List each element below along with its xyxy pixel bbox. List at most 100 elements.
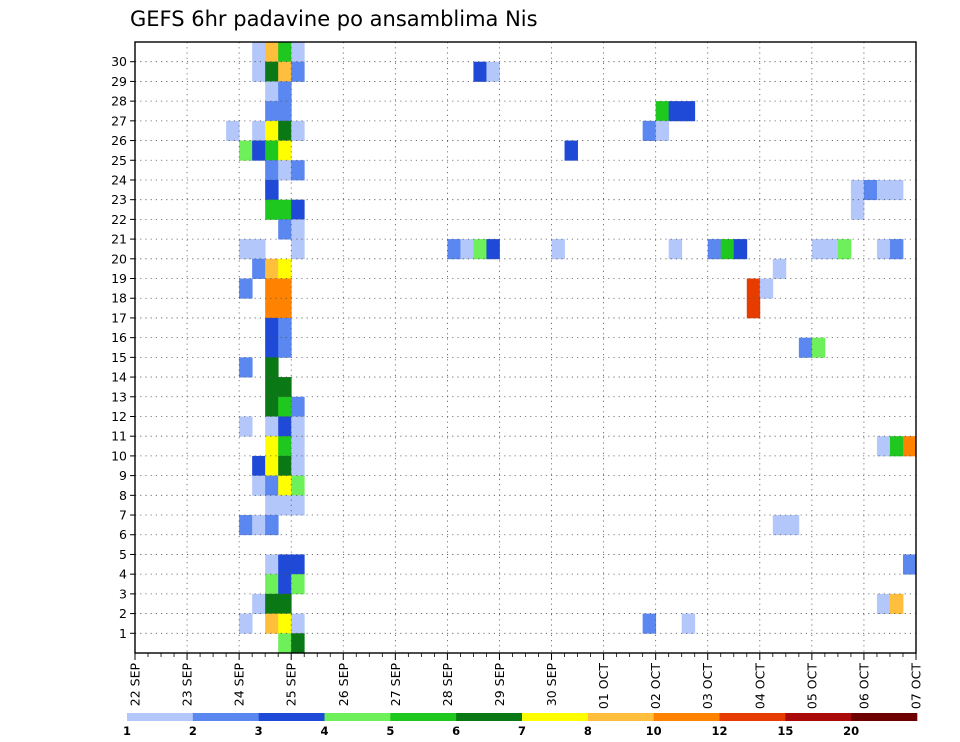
heatmap-cell	[265, 495, 279, 516]
heatmap-cell	[278, 495, 292, 516]
heatmap-cell	[850, 179, 865, 201]
colorbar-label: 2	[189, 724, 197, 738]
heatmap-cell	[239, 515, 253, 536]
heatmap-cell	[252, 42, 266, 63]
y-tick-label: 9	[119, 468, 127, 483]
colorbar-label: 3	[255, 724, 263, 738]
heatmap-cell	[785, 515, 800, 536]
y-tick-label: 25	[111, 153, 127, 168]
y-tick-label: 6	[119, 527, 127, 542]
heatmap-cell	[278, 219, 292, 240]
heatmap-cell	[291, 495, 305, 516]
x-tick-label: 04 OCT	[752, 663, 767, 709]
heatmap-cell	[239, 416, 253, 437]
heatmap-cell	[772, 515, 787, 536]
heatmap-cell	[707, 239, 722, 260]
heatmap-cell	[265, 101, 279, 122]
heatmap-cell	[278, 120, 292, 141]
heatmap-cell	[733, 239, 748, 260]
heatmap-cell	[239, 357, 253, 378]
y-tick-label: 8	[119, 488, 127, 503]
heatmap-cell	[291, 633, 305, 654]
heatmap-cell	[265, 160, 279, 181]
colorbar-label: 5	[386, 724, 394, 738]
x-tick-label: 06 OCT	[856, 663, 871, 709]
heatmap-cell	[876, 179, 891, 201]
colorbar-label: 1	[123, 724, 131, 738]
heatmap-cell	[720, 239, 735, 260]
heatmap-cell	[551, 239, 565, 260]
heatmap-cell	[239, 140, 253, 161]
y-tick-label: 2	[119, 606, 127, 621]
heatmap-cell	[265, 337, 279, 358]
colorbar-swatch	[785, 713, 852, 721]
heatmap-cell	[291, 416, 305, 437]
heatmap-cell	[265, 574, 279, 595]
y-tick-label: 17	[111, 310, 127, 325]
heatmap-cell	[278, 593, 292, 614]
colorbar-label: 6	[452, 724, 460, 738]
heatmap-cell	[889, 179, 904, 201]
colorbar-label: 12	[711, 724, 727, 738]
y-tick-label: 29	[111, 74, 127, 89]
heatmap-cell	[265, 455, 279, 477]
heatmap-cell	[265, 377, 279, 398]
heatmap-cell	[265, 258, 279, 279]
x-tick-label: 07 OCT	[909, 663, 924, 709]
colorbar-label: 15	[777, 724, 793, 738]
heatmap-cell	[291, 554, 305, 575]
colorbar-swatch	[390, 713, 457, 721]
heatmap-cell	[278, 278, 292, 299]
colorbar-label: 20	[843, 724, 859, 738]
heatmap-cell	[902, 554, 917, 575]
y-tick-label: 19	[111, 271, 127, 286]
y-tick-label: 1	[119, 626, 127, 641]
heatmap-cell	[265, 199, 279, 220]
heatmap-cell	[252, 61, 266, 82]
y-tick-label: 15	[111, 350, 127, 365]
heatmap-cell	[265, 593, 279, 614]
heatmap-cell	[642, 613, 657, 634]
heatmap-cell	[278, 455, 292, 477]
heatmap-cell	[278, 81, 292, 102]
heatmap-cell	[265, 120, 279, 141]
heatmap-cell	[564, 140, 578, 161]
heatmap-cell	[278, 377, 292, 398]
heatmap-cell	[226, 120, 240, 141]
heatmap-cell	[824, 239, 839, 260]
heatmap-cell	[265, 317, 279, 339]
heatmap-cell	[265, 61, 279, 82]
y-tick-label: 12	[111, 409, 127, 424]
heatmap-cell	[278, 337, 292, 358]
heatmap-cell	[265, 42, 279, 63]
heatmap-cell	[850, 199, 865, 220]
heatmap-cell	[265, 416, 279, 437]
heatmap-cell	[291, 199, 305, 220]
heatmap-cell	[486, 61, 500, 82]
heatmap-cell	[265, 81, 279, 102]
colorbar-label: 8	[584, 724, 592, 738]
heatmap-cell	[876, 593, 891, 614]
heatmap-cell	[889, 436, 904, 457]
heatmap-cell	[278, 42, 292, 63]
colorbar-swatch	[192, 713, 259, 721]
heatmap-cell	[265, 179, 279, 201]
heatmap-cell	[811, 337, 826, 358]
colorbar-swatch	[456, 713, 523, 721]
x-axis-ticks: 22 SEP 23 SEP 24 SEP 25 SEP 26 SEP 27 SEP 28 S…	[128, 653, 924, 709]
colorbar-label: 7	[518, 724, 526, 738]
colorbar-swatch	[653, 713, 720, 721]
colorbar-swatch	[719, 713, 786, 721]
y-tick-label: 10	[111, 448, 127, 463]
heatmap-cell	[278, 436, 292, 457]
y-tick-label: 14	[111, 370, 127, 385]
heatmap-cell	[265, 515, 279, 536]
heatmap-cells	[226, 42, 917, 654]
y-tick-label: 20	[111, 251, 127, 266]
heatmap-cell	[655, 101, 670, 122]
heatmap-cell	[265, 613, 279, 634]
colorbar-swatch	[587, 713, 654, 721]
x-tick-label: 01 OCT	[596, 663, 611, 709]
x-tick-label: 27 SEP	[388, 663, 403, 707]
heatmap-cell	[291, 160, 305, 181]
